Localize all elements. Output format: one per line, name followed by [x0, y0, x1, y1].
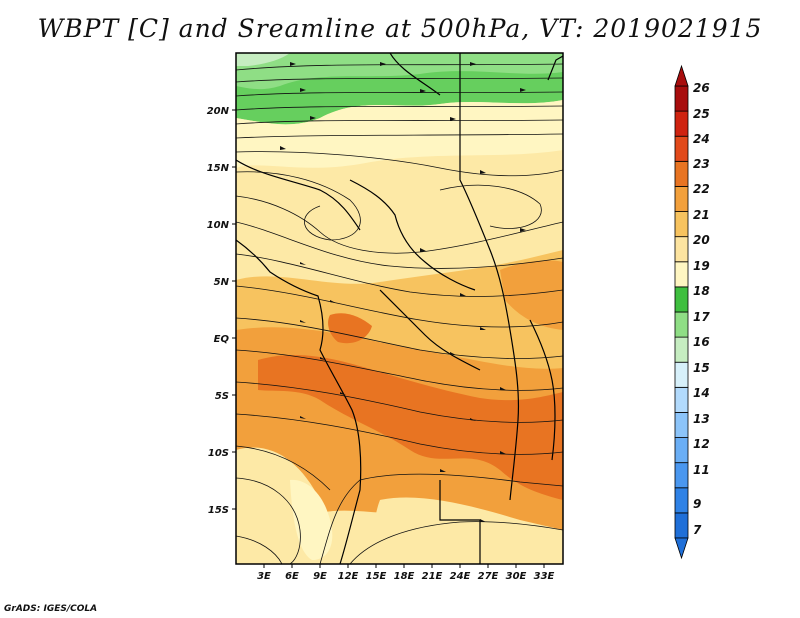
streamlines	[236, 63, 563, 564]
colorbar-box	[674, 386, 689, 413]
colorbar-label: 16	[693, 335, 710, 349]
lat-label: 5N	[214, 277, 230, 288]
colorbar-label: 25	[693, 107, 710, 121]
lat-label: 10N	[207, 220, 230, 231]
lat-label: 15N	[207, 163, 230, 174]
colorbar-top-arrow	[674, 64, 689, 87]
colorbar-label: 20	[693, 233, 710, 247]
lat-label: 5S	[215, 391, 229, 402]
colorbar-box	[674, 261, 689, 288]
lon-label: 6E	[285, 571, 299, 582]
colorbar-label: 19	[693, 259, 710, 273]
colorbar-label: 24	[693, 132, 710, 146]
colorbar-label: 12	[693, 437, 710, 451]
colorbar-label: 14	[693, 386, 710, 400]
lat-axis	[232, 109, 236, 510]
colorbar-box	[674, 437, 689, 464]
colorbar-label: 13	[693, 412, 710, 426]
colorbar-box	[674, 487, 689, 514]
colorbar-box	[674, 462, 689, 489]
lon-label: 18E	[394, 571, 415, 582]
colorbar-label: 9	[693, 497, 701, 511]
colorbar-label: 22	[693, 182, 710, 196]
colorbar-box	[674, 85, 689, 112]
colorbar-label: 26	[693, 81, 710, 95]
colorbar-label: 23	[693, 157, 710, 171]
map-frame	[235, 52, 564, 565]
lon-axis	[263, 564, 545, 568]
colorbar-box	[674, 361, 689, 388]
lon-label: 9E	[313, 571, 327, 582]
colorbar-box	[674, 512, 689, 539]
lat-label: EQ	[214, 334, 230, 345]
lon-label: 21E	[422, 571, 443, 582]
footer-credit: GrADS: IGES/COLA	[4, 604, 98, 614]
lat-label: 20N	[207, 106, 230, 117]
lon-label: 15E	[366, 571, 387, 582]
colorbar-bottom-arrow	[674, 537, 689, 560]
wbpt-field	[236, 53, 563, 564]
colorbar-label: 18	[693, 284, 710, 298]
colorbar-box	[674, 286, 689, 313]
lon-label: 33E	[534, 571, 555, 582]
colorbar-box	[674, 135, 689, 162]
colorbar-label: 15	[693, 361, 710, 375]
colorbar-label: 7	[693, 523, 702, 537]
colorbar-box	[674, 160, 689, 187]
colorbar-label: 21	[693, 208, 710, 222]
colorbar-box	[674, 186, 689, 212]
colorbar-label: 11	[693, 463, 710, 477]
lon-label: 3E	[257, 571, 271, 582]
colorbar-box	[674, 336, 689, 363]
lat-label: 10S	[208, 448, 229, 459]
colorbar-box	[674, 412, 689, 438]
chart-title: WBPT [C] and Sreamline at 500hPa, VT: 20…	[37, 14, 763, 43]
lon-label: 12E	[338, 571, 359, 582]
lon-label: 24E	[450, 571, 471, 582]
lat-label: 15S	[208, 505, 229, 516]
colorbar-box	[674, 236, 689, 263]
colorbar-label: 17	[693, 310, 710, 324]
colorbar-box	[674, 110, 689, 137]
lon-label: 30E	[506, 571, 527, 582]
lon-label: 27E	[478, 571, 499, 582]
colorbar-box	[674, 211, 689, 238]
streamline-arrows	[280, 62, 526, 522]
colorbar-box	[674, 311, 689, 338]
boundaries	[236, 53, 563, 564]
colorbar	[674, 64, 689, 560]
